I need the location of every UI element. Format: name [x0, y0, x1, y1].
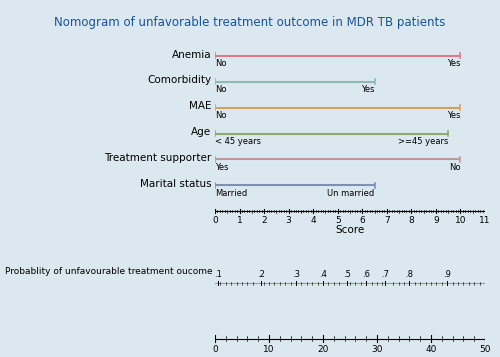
Text: .5: .5 — [344, 270, 351, 279]
Text: Anemia: Anemia — [172, 50, 211, 60]
Text: .7: .7 — [381, 270, 389, 279]
Text: 6: 6 — [360, 216, 365, 225]
Text: Age: Age — [191, 127, 212, 137]
Text: < 45 years: < 45 years — [215, 137, 261, 146]
Text: MAE: MAE — [189, 101, 212, 111]
Text: Yes: Yes — [447, 59, 460, 68]
Text: Yes: Yes — [215, 162, 228, 172]
Text: No: No — [449, 162, 460, 172]
Text: 0: 0 — [212, 216, 218, 225]
Text: 5: 5 — [335, 216, 340, 225]
Text: 9: 9 — [433, 216, 439, 225]
Text: 10: 10 — [263, 346, 275, 355]
Text: Yes: Yes — [447, 111, 460, 120]
Text: 1: 1 — [236, 216, 242, 225]
Text: 2: 2 — [262, 216, 267, 225]
Text: 8: 8 — [408, 216, 414, 225]
Text: .6: .6 — [362, 270, 370, 279]
Text: 0: 0 — [212, 346, 218, 355]
Text: Comorbidity: Comorbidity — [147, 75, 212, 85]
Text: No: No — [215, 59, 226, 68]
Text: Un married: Un married — [328, 188, 374, 197]
Text: 30: 30 — [371, 346, 383, 355]
Text: .1: .1 — [214, 270, 222, 279]
Text: .3: .3 — [292, 270, 300, 279]
Text: Treatment supporter: Treatment supporter — [104, 153, 212, 163]
Text: No: No — [215, 85, 226, 94]
Text: 10: 10 — [454, 216, 466, 225]
Text: No: No — [215, 111, 226, 120]
Text: 40: 40 — [426, 346, 436, 355]
Text: >=45 years: >=45 years — [398, 137, 448, 146]
Text: 20: 20 — [318, 346, 328, 355]
Text: 4: 4 — [310, 216, 316, 225]
Text: Marital status: Marital status — [140, 179, 212, 189]
Text: .9: .9 — [444, 270, 451, 279]
Text: 50: 50 — [479, 346, 491, 355]
Text: Yes: Yes — [361, 85, 374, 94]
Text: Married: Married — [215, 188, 247, 197]
Text: Score: Score — [336, 225, 364, 235]
Text: 3: 3 — [286, 216, 292, 225]
Text: .2: .2 — [257, 270, 265, 279]
Text: Probablity of unfavourable treatment oucome: Probablity of unfavourable treatment ouc… — [4, 267, 212, 276]
Text: Nomogram of unfavorable treatment outcome in MDR TB patients: Nomogram of unfavorable treatment outcom… — [54, 16, 446, 29]
Text: 11: 11 — [479, 216, 491, 225]
Text: .4: .4 — [319, 270, 327, 279]
Text: 7: 7 — [384, 216, 390, 225]
Text: .8: .8 — [406, 270, 413, 279]
